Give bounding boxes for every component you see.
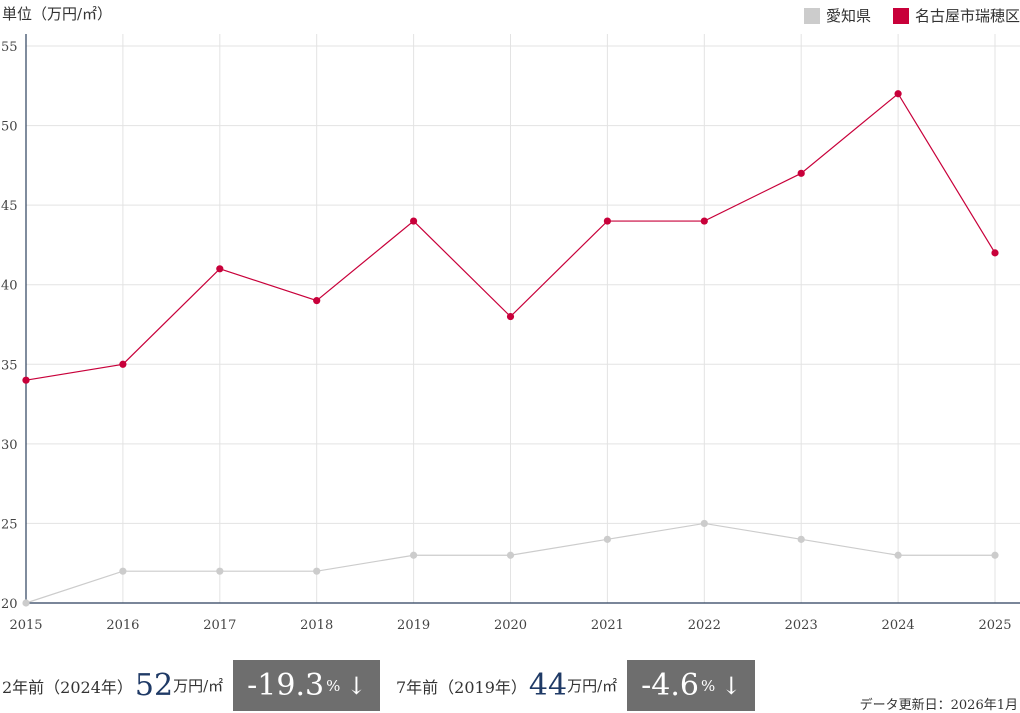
change-badge: -4.6 % ↓ — [627, 660, 756, 711]
legend: 愛知県 名古屋市瑞穂区 — [803, 5, 1020, 26]
change-badge: -19.3 % ↓ — [233, 660, 381, 711]
stat-unit: 万円/㎡ — [173, 677, 224, 695]
change-percent: % — [701, 676, 716, 695]
stat-2-years-ago: 2年前（2024年） 52 万円/㎡ -19.3 % ↓ — [2, 660, 381, 711]
unit-label: 単位（万円/㎡） — [2, 5, 113, 23]
x-tick-label: 2017 — [203, 618, 236, 633]
data-point-0 — [506, 551, 515, 559]
x-tick-label: 2020 — [494, 618, 527, 633]
legend-swatch-mizuho — [892, 7, 909, 24]
data-point-1 — [506, 312, 515, 321]
stat-7-years-ago: 7年前（2019年） 44 万円/㎡ -4.6 % ↓ — [396, 660, 756, 711]
legend-item-mizuho[interactable]: 名古屋市瑞穂区 — [892, 5, 1020, 26]
y-tick-label: 35 — [1, 358, 18, 373]
data-point-0 — [410, 551, 418, 559]
data-point-1 — [894, 90, 902, 98]
y-tick-label: 20 — [1, 597, 18, 612]
legend-label-aichi: 愛知県 — [825, 7, 871, 25]
legend-item-aichi[interactable]: 愛知県 — [803, 5, 871, 26]
footer-stats: 2年前（2024年） 52 万円/㎡ -19.3 % ↓ 7年前（2019年） … — [0, 660, 1020, 713]
data-point-1 — [119, 360, 127, 368]
last-updated: データ更新日：2026年1月 — [859, 698, 1018, 713]
change-value: -19.3 — [247, 668, 325, 703]
y-tick-label: 40 — [1, 279, 18, 294]
stat-label: 7年前（2019年） — [396, 677, 527, 697]
change-percent: % — [326, 676, 341, 695]
data-point-0 — [700, 519, 708, 528]
x-tick-label: 2025 — [978, 618, 1011, 633]
change-value: -4.6 — [641, 668, 700, 703]
stat-value: 44 — [528, 668, 568, 703]
stat-unit: 万円/㎡ — [567, 677, 618, 695]
data-point-1 — [700, 217, 708, 225]
arrow-down-icon: ↓ — [346, 671, 367, 700]
stat-value: 52 — [134, 668, 174, 703]
data-point-1 — [313, 297, 321, 305]
legend-label-mizuho: 名古屋市瑞穂区 — [914, 7, 1020, 25]
legend-swatch-aichi — [803, 7, 820, 24]
data-point-0 — [313, 567, 321, 575]
x-tick-label: 2019 — [397, 618, 430, 633]
data-point-0 — [991, 551, 999, 559]
data-point-0 — [894, 551, 902, 559]
x-tick-label: 2022 — [688, 618, 721, 633]
data-point-1 — [22, 376, 30, 384]
data-point-0 — [797, 535, 805, 543]
data-point-1 — [216, 265, 224, 273]
data-point-1 — [603, 217, 612, 225]
x-tick-label: 2015 — [9, 618, 42, 633]
data-point-1 — [797, 169, 805, 177]
y-tick-label: 55 — [1, 40, 18, 55]
data-point-0 — [119, 567, 127, 575]
data-point-0 — [216, 567, 224, 575]
y-tick-label: 30 — [1, 438, 18, 453]
x-tick-label: 2016 — [106, 618, 139, 633]
data-point-1 — [410, 217, 418, 225]
data-point-0 — [22, 599, 30, 607]
x-tick-label: 2023 — [785, 618, 818, 633]
x-tick-label: 2024 — [882, 618, 915, 633]
data-point-1 — [991, 249, 999, 257]
y-tick-label: 25 — [1, 517, 18, 532]
arrow-down-icon: ↓ — [721, 671, 742, 700]
y-tick-label: 50 — [1, 120, 18, 135]
stat-label: 2年前（2024年） — [2, 677, 133, 697]
data-point-0 — [603, 535, 612, 543]
x-tick-label: 2018 — [300, 618, 333, 633]
x-tick-label: 2021 — [591, 618, 624, 633]
y-tick-label: 45 — [1, 199, 18, 214]
